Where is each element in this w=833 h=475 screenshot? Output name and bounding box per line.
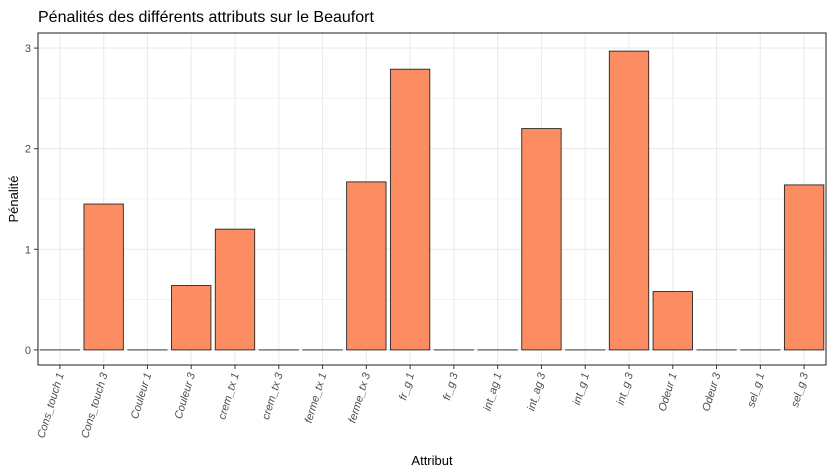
x-tick-label: sel_g 3 — [789, 371, 811, 409]
x-tick-label: int_ag 3 — [525, 371, 548, 413]
x-axis-title: Attribut — [411, 453, 453, 468]
y-tick-label: 0 — [25, 345, 31, 357]
grid-lines — [38, 33, 826, 365]
bar — [521, 128, 562, 351]
y-axis: 0 1 2 3 — [25, 43, 38, 357]
y-tick-label: 1 — [25, 244, 31, 256]
x-axis: Cons_touch 1 Cons_touch 3 Couleur 1 Couleur… — [35, 365, 811, 440]
x-tick-label: Odeur 1 — [657, 371, 680, 413]
x-tick-label: Cons_touch 1 — [35, 371, 66, 439]
x-tick-label: fr_g 3 — [441, 371, 461, 402]
bars — [39, 50, 825, 351]
bar — [783, 184, 825, 351]
x-tick-label: Cons_touch 3 — [79, 371, 111, 440]
bar — [652, 291, 693, 351]
bar — [389, 68, 431, 351]
x-tick-label: int_g 1 — [571, 371, 592, 406]
panel-border — [37, 32, 827, 366]
y-tick-label: 3 — [25, 43, 31, 55]
x-tick-label: sel_g 1 — [745, 371, 767, 408]
x-tick-label: Odeur 3 — [700, 371, 723, 413]
x-tick-label: ferme_tx 3 — [347, 371, 374, 425]
x-tick-label: crem_tx 3 — [260, 371, 286, 422]
y-tick-label: 2 — [25, 144, 31, 156]
bar — [214, 228, 256, 351]
bar — [608, 50, 650, 351]
x-tick-label: Couleur 1 — [129, 371, 154, 420]
bar — [171, 285, 212, 351]
x-tick-label: crem_tx 1 — [216, 371, 242, 421]
x-tick-label: fr_g 1 — [397, 371, 417, 401]
x-tick-label: ferme_tx 1 — [303, 371, 330, 424]
x-tick-label: int_g 3 — [615, 371, 636, 407]
bar — [346, 181, 387, 351]
x-tick-label: Couleur 3 — [173, 371, 199, 421]
y-axis-title: Pénalité — [6, 176, 21, 223]
bar — [83, 203, 124, 351]
x-tick-label: int_ag 1 — [482, 371, 505, 412]
chart-title: Pénalités des différents attributs sur l… — [38, 9, 374, 26]
